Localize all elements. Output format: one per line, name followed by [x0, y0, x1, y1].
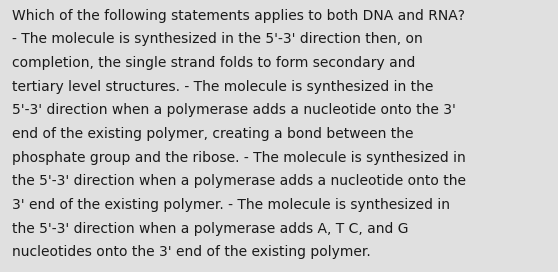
Text: phosphate group and the ribose. - The molecule is synthesized in: phosphate group and the ribose. - The mo… — [12, 151, 466, 165]
Text: 5'-3' direction when a polymerase adds a nucleotide onto the 3': 5'-3' direction when a polymerase adds a… — [12, 103, 456, 117]
Text: the 5'-3' direction when a polymerase adds a nucleotide onto the: the 5'-3' direction when a polymerase ad… — [12, 174, 466, 188]
Text: - The molecule is synthesized in the 5'-3' direction then, on: - The molecule is synthesized in the 5'-… — [12, 32, 423, 46]
Text: tertiary level structures. - The molecule is synthesized in the: tertiary level structures. - The molecul… — [12, 80, 434, 94]
Text: 3' end of the existing polymer. - The molecule is synthesized in: 3' end of the existing polymer. - The mo… — [12, 198, 450, 212]
Text: the 5'-3' direction when a polymerase adds A, T C, and G: the 5'-3' direction when a polymerase ad… — [12, 222, 409, 236]
Text: Which of the following statements applies to both DNA and RNA?: Which of the following statements applie… — [12, 9, 465, 23]
Text: end of the existing polymer, creating a bond between the: end of the existing polymer, creating a … — [12, 127, 414, 141]
Text: nucleotides onto the 3' end of the existing polymer.: nucleotides onto the 3' end of the exist… — [12, 245, 371, 259]
Text: completion, the single strand folds to form secondary and: completion, the single strand folds to f… — [12, 56, 416, 70]
